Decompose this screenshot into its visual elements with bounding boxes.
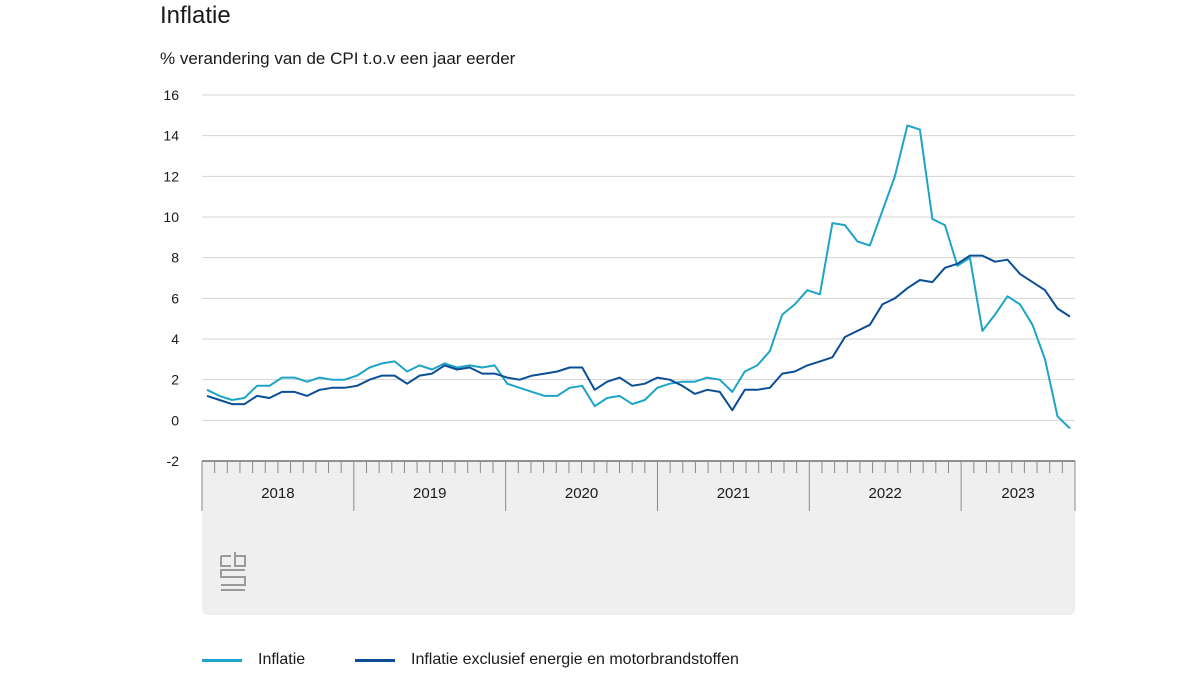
y-tick-label: 8 bbox=[171, 250, 179, 266]
legend-item-inflatie-excl: Inflatie exclusief energie en motorbrand… bbox=[355, 651, 739, 669]
y-tick-label: 16 bbox=[163, 87, 179, 103]
x-tick-label-year: 2021 bbox=[717, 485, 750, 502]
series-line-inflatie-excl bbox=[206, 254, 1071, 412]
chart-title: Inflatie bbox=[160, 2, 231, 29]
x-tick-label-year: 2019 bbox=[413, 485, 446, 502]
y-tick-label: 14 bbox=[163, 128, 179, 144]
y-tick-label: 6 bbox=[171, 290, 179, 306]
x-axis-band bbox=[202, 461, 1075, 615]
legend-label-inflatie: Inflatie bbox=[258, 651, 306, 668]
x-tick-label-year: 2022 bbox=[869, 485, 902, 502]
x-tick-label-year: 2023 bbox=[1001, 485, 1034, 502]
chart-subtitle: % verandering van de CPI t.o.v een jaar … bbox=[160, 49, 516, 68]
y-tick-label: -2 bbox=[167, 453, 180, 469]
y-axis-ticks: -2 0 2 4 6 8 10 12 14 16 bbox=[163, 87, 179, 469]
legend-swatch-inflatie bbox=[202, 658, 242, 662]
legend-swatch-inflatie-excl bbox=[355, 658, 395, 662]
y-tick-label: 0 bbox=[171, 412, 179, 428]
x-tick-label-year: 2020 bbox=[565, 485, 598, 502]
x-axis: 2018 2019 2020 2021 2022 2023 bbox=[201, 460, 1076, 615]
y-tick-label: 4 bbox=[171, 331, 179, 347]
legend-label-inflatie-excl: Inflatie exclusief energie en motorbrand… bbox=[411, 651, 739, 668]
series-line-inflatie bbox=[206, 124, 1071, 430]
gridlines bbox=[202, 94, 1075, 421]
y-tick-label: 2 bbox=[171, 372, 179, 388]
series-lines bbox=[206, 124, 1071, 430]
legend-item-inflatie: Inflatie bbox=[202, 651, 305, 669]
cbs-logo-icon bbox=[220, 552, 246, 591]
y-tick-label: 12 bbox=[163, 168, 179, 184]
y-tick-label: 10 bbox=[163, 209, 179, 225]
x-tick-label-year: 2018 bbox=[261, 485, 294, 502]
